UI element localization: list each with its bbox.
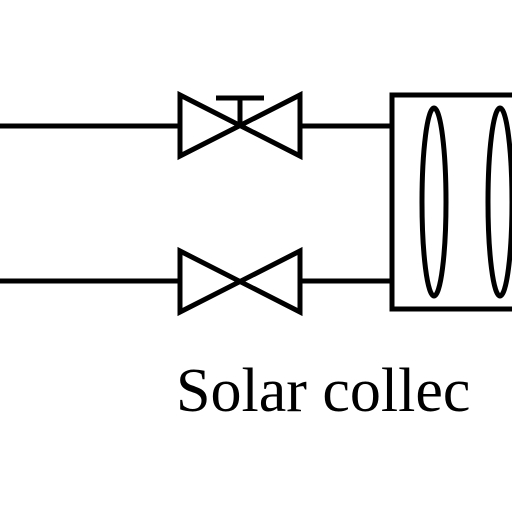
upper-valve-icon — [177, 90, 303, 161]
lower-valve-icon — [177, 246, 303, 317]
diagram-caption: Solar collec — [176, 357, 471, 425]
solar-collector-icon — [389, 92, 512, 312]
